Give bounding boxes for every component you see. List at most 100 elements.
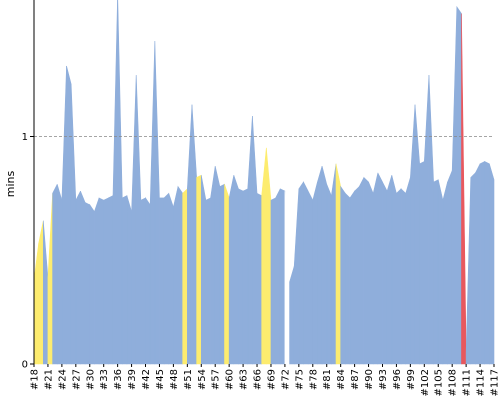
x-tick-label-27: #27 — [71, 369, 82, 390]
area-segment-29 — [80, 190, 86, 365]
x-tick-label-90: #90 — [364, 369, 375, 390]
x-ticks: #18 #21 #24 #27 #30 #33 #36 #39 #42 #45 #48 #51 #54 #… — [30, 364, 500, 396]
area-segment-109 — [451, 6, 458, 365]
area-segment-52 — [187, 104, 193, 365]
area-segment-110 — [456, 5, 462, 365]
area-segment-115 — [479, 161, 486, 365]
area-segment-22 — [47, 193, 53, 365]
x-tick-label-72: #72 — [280, 369, 291, 390]
x-tick-label-69: #69 — [266, 369, 277, 390]
x-tick-label-63: #63 — [239, 369, 250, 390]
area-segment-75 — [293, 188, 300, 365]
area-segment-96 — [391, 175, 397, 365]
x-tick-label-75: #75 — [294, 369, 305, 390]
area-segment-88 — [354, 185, 360, 365]
area-segment-92 — [372, 172, 379, 365]
area-segment-116 — [484, 161, 490, 365]
area-segment-56 — [205, 197, 211, 365]
area-segment-85 — [340, 185, 346, 365]
x-tick-label-105: #105 — [434, 369, 445, 396]
area-segment-95 — [386, 175, 393, 365]
area-segment-83 — [331, 163, 337, 365]
area-segment-42 — [140, 197, 146, 365]
area-segment-86 — [345, 192, 351, 365]
area-segment-81 — [321, 166, 328, 365]
x-tick-label-111: #111 — [462, 369, 473, 396]
area-segment-113 — [470, 172, 476, 365]
area-segment-32 — [94, 197, 100, 365]
area-segment-58 — [214, 166, 221, 365]
area-segment-31 — [89, 203, 95, 365]
area-segment-61 — [228, 175, 235, 365]
area-segment-48 — [168, 193, 174, 365]
area-segment-82 — [326, 184, 332, 365]
x-tick-label-102: #102 — [420, 369, 431, 396]
area-segment-63 — [238, 188, 244, 365]
x-tick-label-42: #42 — [141, 369, 152, 390]
area-segment-106 — [437, 179, 444, 365]
area-segment-84 — [335, 163, 341, 365]
x-tick-label-87: #87 — [350, 369, 361, 390]
area-segment-66 — [252, 116, 258, 365]
area-segment-107 — [442, 181, 448, 365]
area-segment-104 — [428, 75, 434, 365]
area-segment-103 — [423, 75, 430, 365]
area-segment-49 — [173, 186, 179, 365]
area-segment-71 — [275, 188, 281, 365]
y-tick-label-0: 0 — [22, 360, 28, 371]
area-segment-20 — [38, 220, 44, 365]
area-segment-57 — [210, 166, 216, 365]
x-tick-label-108: #108 — [448, 369, 459, 396]
area-segment-98 — [400, 188, 407, 365]
x-tick-label-36: #36 — [113, 369, 124, 390]
area-segment-91 — [368, 181, 374, 365]
x-tick-label-60: #60 — [225, 369, 236, 390]
area-segment-117 — [489, 163, 495, 365]
area-segment-25 — [61, 65, 67, 365]
area-segment-51 — [182, 188, 188, 365]
chart-areas — [33, 0, 495, 365]
area-segment-38 — [121, 195, 128, 365]
area-segment-30 — [84, 201, 91, 365]
x-tick-label-99: #99 — [406, 369, 417, 390]
area-segment-39 — [126, 195, 132, 365]
area-segment-55 — [200, 175, 207, 365]
x-tick-label-21: #21 — [43, 369, 54, 390]
area-segment-94 — [382, 181, 388, 365]
area-segment-28 — [75, 190, 81, 365]
x-tick-label-66: #66 — [253, 369, 264, 390]
area-segment-72 — [279, 188, 286, 365]
area-segment-111 — [461, 13, 467, 365]
area-segment-65 — [247, 116, 253, 365]
area-segment-67 — [256, 192, 262, 365]
area-segment-41 — [135, 75, 142, 365]
x-tick-label-84: #84 — [336, 369, 347, 390]
area-segment-79 — [312, 181, 318, 365]
area-segment-59 — [219, 183, 225, 365]
x-tick-label-30: #30 — [85, 369, 96, 390]
area-segment-21 — [42, 220, 49, 365]
area-segment-102 — [419, 161, 425, 365]
area-segment-78 — [307, 190, 314, 365]
x-tick-label-81: #81 — [322, 369, 333, 390]
area-segment-108 — [447, 170, 453, 365]
x-tick-label-96: #96 — [392, 369, 403, 390]
area-segment-23 — [52, 184, 58, 365]
area-segment-97 — [396, 188, 402, 365]
area-segment-60 — [224, 184, 230, 365]
area-segment-37 — [117, 0, 123, 365]
x-tick-label-39: #39 — [127, 369, 138, 390]
x-tick-label-78: #78 — [308, 369, 319, 390]
x-tick-label-117: #117 — [490, 369, 500, 396]
area-segment-69 — [266, 147, 272, 365]
area-segment-73 — [284, 191, 290, 365]
x-tick-label-45: #45 — [155, 369, 166, 390]
area-segment-68 — [261, 147, 267, 365]
area-segment-43 — [145, 196, 151, 365]
y-axis-label: mins — [4, 170, 17, 197]
area-segment-100 — [410, 104, 416, 365]
x-tick-label-48: #48 — [169, 369, 180, 390]
area-segment-93 — [377, 172, 383, 365]
area-segment-112 — [465, 177, 472, 365]
